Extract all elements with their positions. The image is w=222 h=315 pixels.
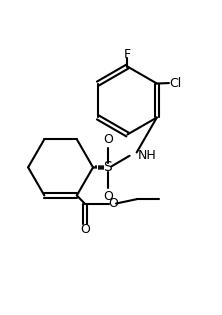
Text: O: O [108,197,118,210]
Text: Cl: Cl [169,77,182,89]
Text: O: O [103,190,113,203]
Text: F: F [124,48,131,61]
Text: O: O [103,133,113,146]
Text: O: O [80,223,90,236]
Text: S: S [103,160,112,175]
Text: NH: NH [138,149,157,162]
